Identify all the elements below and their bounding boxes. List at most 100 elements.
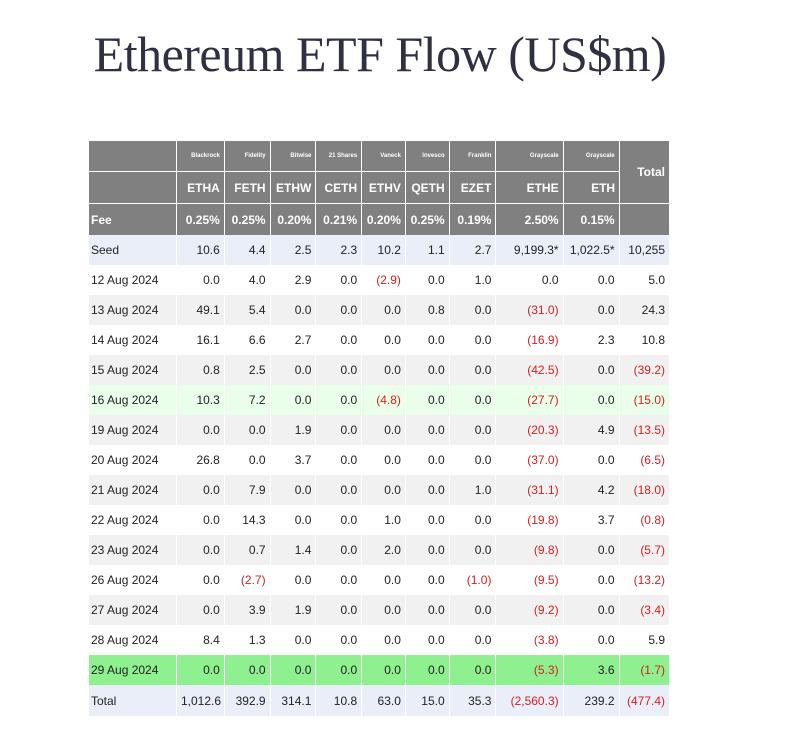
flow-cell: 0.0 <box>224 415 271 445</box>
flow-cell: 49.1 <box>176 295 225 325</box>
flow-cell: 0.0 <box>315 415 363 445</box>
issuer-cell: Grayscale <box>563 141 620 172</box>
flow-cell: 3.7 <box>270 445 317 475</box>
flow-cell: 0.0 <box>270 475 317 505</box>
ticker-cell: QETH <box>405 171 450 204</box>
row-total-cell: (13.5) <box>619 415 669 445</box>
flow-cell: 0.0 <box>315 565 363 595</box>
issuer-cell: Grayscale <box>495 141 564 172</box>
table-row: 29 Aug 2024 0.0 0.0 0.0 0.0 0.0 0.0 0.0 (5.3) 3.6… <box>89 655 669 685</box>
total-cell: 15.0 <box>405 685 450 716</box>
row-total-cell: (39.2) <box>619 355 669 385</box>
flow-cell: 0.0 <box>361 295 406 325</box>
row-total-cell: (13.2) <box>619 565 669 595</box>
ticker-cell: ETHE <box>495 171 564 204</box>
total-cell: 314.1 <box>270 685 317 716</box>
row-total-cell: (3.4) <box>619 595 669 625</box>
flow-cell: 4.9 <box>563 415 620 445</box>
page-title: Ethereum ETF Flow (US$m) <box>93 26 667 82</box>
flow-cell: 0.8 <box>176 355 225 385</box>
flow-cell: 1.0 <box>361 505 406 535</box>
flow-cell: (2.7) <box>224 565 271 595</box>
table-row: 26 Aug 2024 0.0 (2.7) 0.0 0.0 0.0 0.0 (1.0) (9.5… <box>89 565 669 595</box>
row-total-cell: 5.0 <box>619 265 669 295</box>
flow-cell: 0.0 <box>270 505 317 535</box>
flow-cell: 0.0 <box>449 625 497 655</box>
flow-cell: 10.6 <box>176 235 225 265</box>
table-row: 27 Aug 2024 0.0 3.9 1.9 0.0 0.0 0.0 0.0 (9.2) 0.0… <box>89 595 669 625</box>
fee-cell: 0.25% <box>224 203 271 235</box>
total-cell: (2,560.3) <box>495 685 564 716</box>
flow-cell: 5.4 <box>224 295 271 325</box>
table-row: 19 Aug 2024 0.0 0.0 1.9 0.0 0.0 0.0 0.0 (20.3) 4.… <box>89 415 669 445</box>
row-date: 26 Aug 2024 <box>89 565 177 595</box>
flow-cell: 1.1 <box>405 235 450 265</box>
flow-cell: (9.2) <box>495 595 564 625</box>
flow-cell: 0.0 <box>315 445 363 475</box>
grand-total-cell: (477.4) <box>619 685 669 716</box>
issuer-header-row: Blackrock Fidelity Bitwise 21 Shares Van… <box>89 141 669 204</box>
row-total-cell: (18.0) <box>619 475 669 505</box>
row-date: Seed <box>89 235 177 265</box>
flow-cell: (31.0) <box>495 295 564 325</box>
flow-cell: 0.0 <box>405 655 450 685</box>
flow-cell: 0.0 <box>315 295 363 325</box>
ticker-corner-cell <box>89 171 177 204</box>
flow-cell: 0.0 <box>361 475 406 505</box>
table-row: 15 Aug 2024 0.8 2.5 0.0 0.0 0.0 0.0 0.0 (42.5) 0.… <box>89 355 669 385</box>
flow-cell: 0.0 <box>361 565 406 595</box>
flow-cell: 0.0 <box>405 415 450 445</box>
etf-flow-table: Blackrock Fidelity Bitwise 21 Shares Van… <box>89 141 669 716</box>
flow-cell: 3.9 <box>224 595 271 625</box>
flow-cell: 10.2 <box>361 235 406 265</box>
flow-cell: 4.0 <box>224 265 271 295</box>
flow-cell: (9.8) <box>495 535 564 565</box>
total-cell: 1,012.6 <box>176 685 225 716</box>
table-row: 21 Aug 2024 0.0 7.9 0.0 0.0 0.0 0.0 1.0 (31.1) 4.… <box>89 475 669 505</box>
flow-cell: 0.0 <box>315 625 363 655</box>
row-date: 14 Aug 2024 <box>89 325 177 355</box>
row-date: 28 Aug 2024 <box>89 625 177 655</box>
flow-cell: 1.3 <box>224 625 271 655</box>
flow-cell: 0.0 <box>563 565 620 595</box>
flow-cell: 7.9 <box>224 475 271 505</box>
flow-cell: 2.3 <box>563 325 620 355</box>
flow-cell: 0.0 <box>405 445 450 475</box>
flow-cell: 0.0 <box>449 355 497 385</box>
flow-cell: (4.8) <box>361 385 406 415</box>
flow-cell: 0.0 <box>449 325 497 355</box>
flow-cell: (5.3) <box>495 655 564 685</box>
row-date: 22 Aug 2024 <box>89 505 177 535</box>
flow-cell: 0.0 <box>315 655 363 685</box>
flow-cell: 0.0 <box>176 415 225 445</box>
flow-cell: 0.0 <box>270 625 317 655</box>
total-cell: 392.9 <box>224 685 271 716</box>
flow-cell: 0.0 <box>176 595 225 625</box>
table-row: 13 Aug 2024 49.1 5.4 0.0 0.0 0.0 0.8 0.0 (31.0) 0… <box>89 295 669 325</box>
flow-cell: 0.0 <box>449 655 497 685</box>
flow-cell: 0.0 <box>405 265 450 295</box>
flow-cell: 10.3 <box>176 385 225 415</box>
total-cell: 10.8 <box>315 685 363 716</box>
flow-cell: 1.0 <box>449 475 497 505</box>
total-header: Total <box>619 141 669 204</box>
row-total-cell: 24.3 <box>619 295 669 325</box>
issuer-cell: Blackrock <box>176 141 225 172</box>
flow-cell: 16.1 <box>176 325 225 355</box>
flow-cell: 2.7 <box>270 325 317 355</box>
flow-cell: 1.9 <box>270 595 317 625</box>
table-row: 16 Aug 2024 10.3 7.2 0.0 0.0 (4.8) 0.0 0.0 (27.7… <box>89 385 669 415</box>
flow-cell: 0.0 <box>315 325 363 355</box>
flow-cell: 0.0 <box>449 445 497 475</box>
flow-cell: 8.4 <box>176 625 225 655</box>
flow-cell: 1.4 <box>270 535 317 565</box>
row-total-cell: (1.7) <box>619 655 669 685</box>
total-cell: 239.2 <box>563 685 620 716</box>
fee-row: Fee 0.25% 0.25% 0.20% 0.21% 0.20% 0.25% … <box>89 203 669 235</box>
flow-cell: 0.0 <box>270 655 317 685</box>
issuer-cell: Bitwise <box>270 141 317 172</box>
ticker-header-row: ETHA FETH ETHW CETH ETHV QETH EZET ETHE … <box>89 171 669 204</box>
flow-cell: 0.0 <box>361 655 406 685</box>
row-date: 29 Aug 2024 <box>89 655 177 685</box>
table-row: 12 Aug 2024 0.0 4.0 2.9 0.0 (2.9) 0.0 1.0 0.0 0.0… <box>89 265 669 295</box>
